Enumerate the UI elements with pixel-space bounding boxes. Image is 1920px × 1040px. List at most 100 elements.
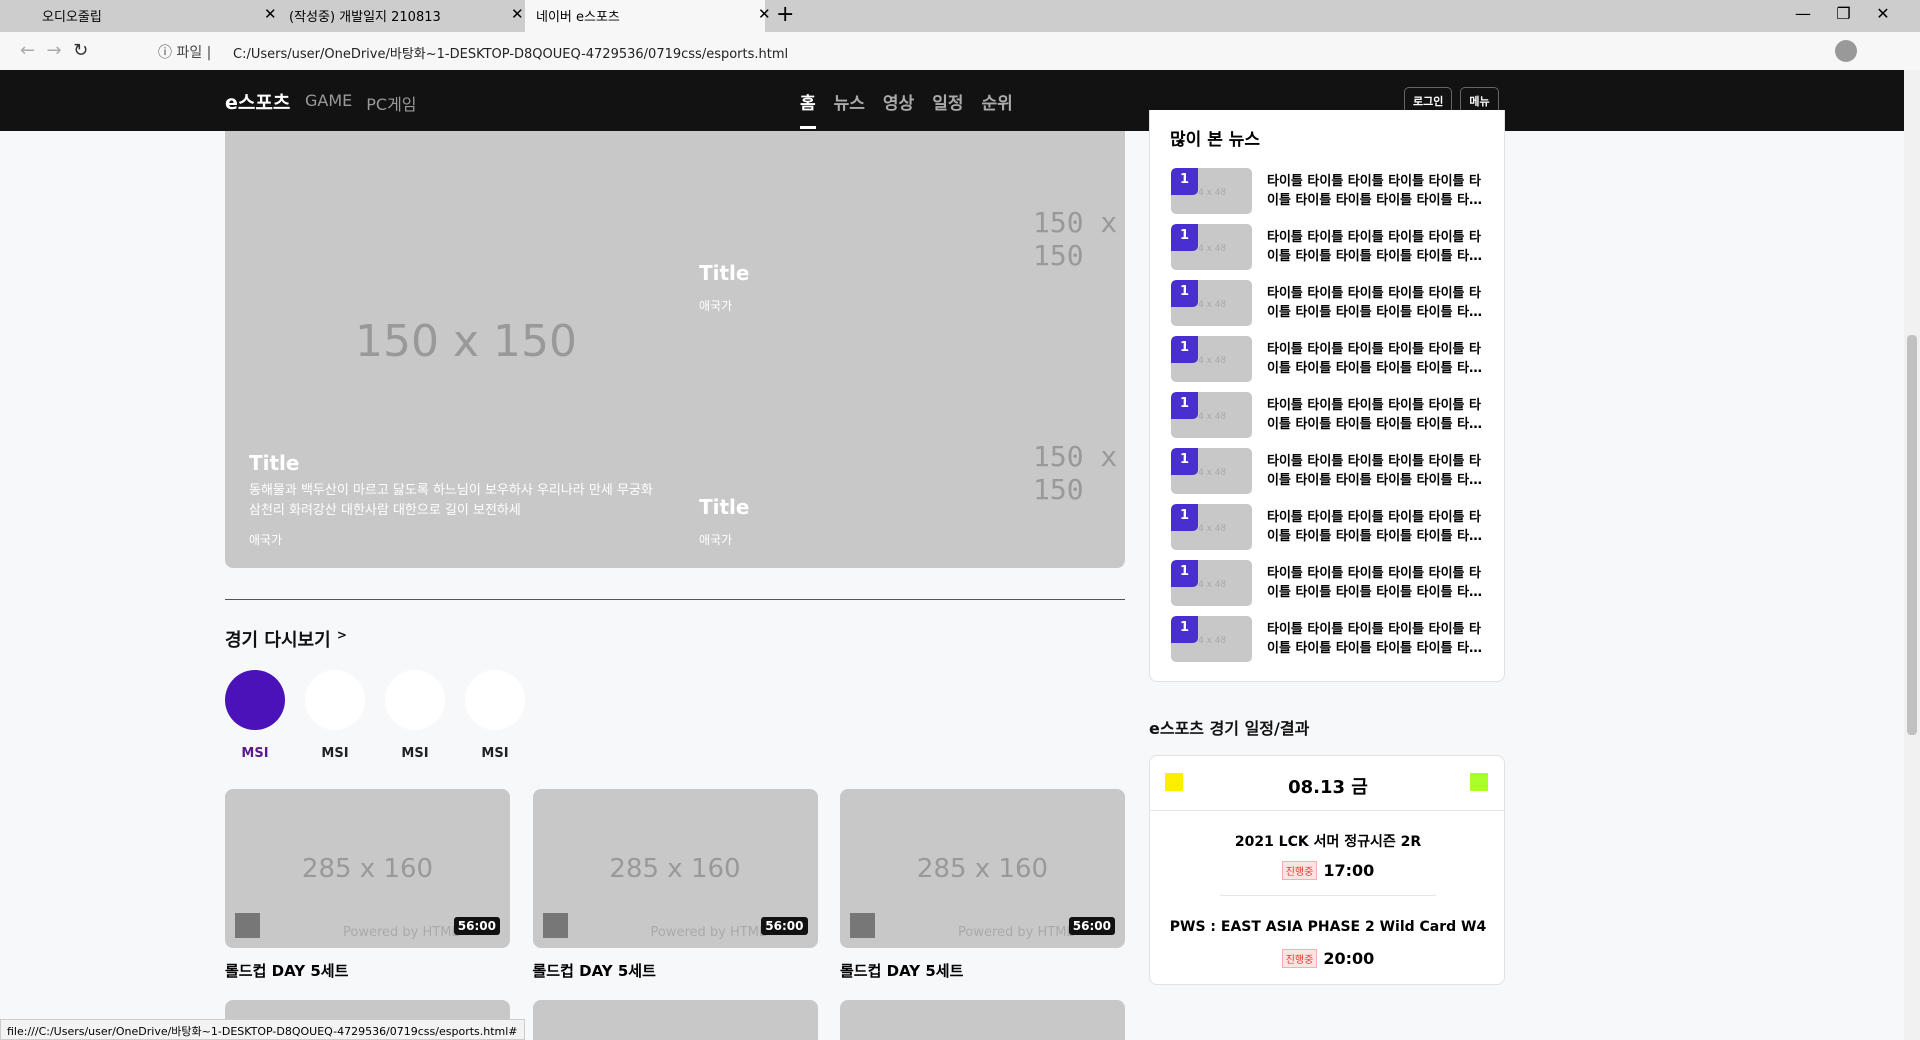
window-controls[interactable]: — ❐ ✕	[1795, 4, 1890, 23]
tab[interactable]: 네이버 e스포츠	[536, 6, 756, 25]
tab-title: (작성중) 개발일지 210813	[289, 10, 441, 25]
scroll-thumb[interactable]	[1907, 335, 1917, 735]
replay-heading[interactable]: 경기 다시보기 >	[225, 626, 347, 652]
team-icon	[1165, 773, 1183, 791]
hero-side-title[interactable]: Title	[699, 261, 750, 285]
news-title[interactable]: 타이틀 타이틀 타이틀 타이틀 타이틀 타이틀 타이틀 타이틀 타이틀 타이틀 …	[1267, 174, 1481, 208]
tab-close[interactable]: ✕	[758, 5, 771, 23]
news-thumb-text: 4 x 48	[1198, 580, 1227, 590]
league-icon[interactable]	[225, 670, 285, 730]
news-title[interactable]: 타이틀 타이틀 타이틀 타이틀 타이틀 타이틀 타이틀 타이틀 타이틀 타이틀 …	[1267, 342, 1481, 376]
video-card[interactable]: 285 x 160 Powered by HTML 56:00	[532, 789, 818, 948]
match-row: 진행중 20:00	[1150, 949, 1506, 968]
video-icon	[850, 913, 875, 938]
video-image-text: 285 x 160	[301, 854, 434, 884]
tab-bar: + — ❐ ✕ 오디오줄립 ✕ (작성중) 개발일지 210813 ✕ 네이버 e스포츠…	[0, 0, 1920, 32]
video-watermark: Powered by HTML	[958, 925, 1074, 940]
video-watermark: Powered by HTML	[650, 925, 767, 940]
scrollbar[interactable]	[1904, 70, 1920, 1040]
news-thumb-text: 4 x 48	[1198, 636, 1227, 646]
news-title[interactable]: 타이틀 타이틀 타이틀 타이틀 타이틀 타이틀 타이틀 타이틀 타이틀 타이틀 …	[1267, 622, 1481, 656]
nav-menu-item[interactable]: 순위	[981, 94, 1013, 114]
news-rank: 1	[1171, 336, 1198, 363]
profile[interactable]	[1835, 40, 1857, 62]
league-icon[interactable]	[385, 670, 445, 730]
news-rank: 1	[1171, 560, 1198, 587]
nav-buttons[interactable]: ← → ↻	[20, 40, 89, 61]
league-label[interactable]: MSI	[241, 746, 269, 761]
nav-link[interactable]: PC게임	[366, 95, 417, 114]
hero-side-title[interactable]: Title	[699, 495, 750, 519]
url[interactable]: C:/Users/user/OneDrive/바탕화~1-DESKTOP-D8Q…	[233, 47, 789, 62]
hero-title: Title	[249, 451, 300, 475]
news-title[interactable]: 타이틀 타이틀 타이틀 타이틀 타이틀 타이틀 타이틀 타이틀 타이틀 타이틀 …	[1267, 566, 1481, 600]
news-thumb-text: 4 x 48	[1198, 468, 1227, 478]
hero-author: 애국가	[249, 533, 283, 547]
address-label: ⓘ 파일 |	[158, 45, 212, 61]
news-rank: 1	[1171, 224, 1198, 251]
league-icon[interactable]	[305, 670, 365, 730]
nav-menu-item[interactable]: 뉴스	[833, 94, 865, 114]
nav-menu-item[interactable]: 일정	[932, 94, 964, 114]
league-label[interactable]: MSI	[401, 746, 429, 761]
news-title[interactable]: 타이틀 타이틀 타이틀 타이틀 타이틀 타이틀 타이틀 타이틀 타이틀 타이틀 …	[1267, 286, 1481, 320]
match-row: 진행중 17:00	[1150, 861, 1506, 880]
news-rank: 1	[1171, 168, 1198, 195]
hero-side-author: 애국가	[699, 299, 733, 313]
active-tab-bg	[525, 0, 765, 32]
league-icon[interactable]	[465, 670, 525, 730]
new-tab[interactable]: +	[776, 2, 795, 27]
video-duration: 56:00	[1068, 917, 1115, 935]
divider	[225, 599, 1125, 600]
tab[interactable]: (작성중) 개발일지 210813	[289, 6, 509, 25]
video-icon	[542, 913, 568, 938]
nav-menu-item[interactable]: 홈	[800, 89, 816, 129]
news-thumb-text: 4 x 48	[1198, 412, 1227, 422]
tab-title: 오디오줄립	[42, 10, 102, 25]
video-title[interactable]: 롤드컵 DAY 5세트	[840, 962, 964, 980]
schedule-box: 08.13 금 2021 LCK 서머 정규시즌 2R 진행중 17:00 PWS :…	[1149, 755, 1506, 985]
news-title[interactable]: 타이틀 타이틀 타이틀 타이틀 타이틀 타이틀 타이틀 타이틀 타이틀 타이틀 …	[1267, 398, 1481, 432]
video-thumb	[840, 1000, 1125, 1040]
video-image-text: 285 x 160	[916, 854, 1049, 884]
nav-links: GAME PC게임	[305, 91, 417, 115]
match-name[interactable]: PWS : EAST ASIA PHASE 2 Wild Card W4	[1169, 919, 1487, 935]
news-title[interactable]: 타이틀 타이틀 타이틀 타이틀 타이틀 타이틀 타이틀 타이틀 타이틀 타이틀 …	[1267, 230, 1481, 264]
news-thumb-text: 4 x 48	[1198, 244, 1227, 254]
nav-menu-item[interactable]: 영상	[882, 94, 915, 114]
tab-close[interactable]: ✕	[264, 5, 277, 23]
hero-image-text: 150 x 150	[355, 316, 577, 367]
video-card[interactable]: 285 x 160 Powered by HTML 56:00	[840, 789, 1125, 948]
video-title[interactable]: 롤드컵 DAY 5세트	[532, 962, 656, 980]
match-name[interactable]: 2021 LCK 서머 정규시즌 2R	[1234, 834, 1422, 850]
news-rank: 1	[1171, 392, 1198, 419]
news-title[interactable]: 타이틀 타이틀 타이틀 타이틀 타이틀 타이틀 타이틀 타이틀 타이틀 타이틀 …	[1267, 454, 1481, 488]
news-thumb-text: 4 x 48	[1198, 188, 1227, 198]
tab[interactable]: 오디오줄립	[42, 6, 262, 25]
video-title[interactable]: 롤드컵 DAY 5세트	[225, 962, 349, 980]
divider	[1150, 810, 1506, 811]
nav-link[interactable]: GAME	[305, 91, 353, 110]
video-thumb	[533, 1000, 818, 1040]
logo[interactable]: e스포츠	[225, 92, 291, 114]
league-label[interactable]: MSI	[321, 746, 349, 761]
video-icon	[235, 913, 260, 938]
news-title[interactable]: 타이틀 타이틀 타이틀 타이틀 타이틀 타이틀 타이틀 타이틀 타이틀 타이틀 …	[1267, 510, 1481, 544]
video-card[interactable]: 285 x 160 Powered by HTML 56:00	[225, 789, 510, 948]
tab-close[interactable]: ✕	[511, 5, 524, 23]
news-thumb-text: 4 x 48	[1198, 356, 1227, 366]
league-label[interactable]: MSI	[481, 746, 509, 761]
news-heading: 많이 본 뉴스	[1170, 130, 1261, 150]
schedule-date: 08.13 금	[1288, 777, 1368, 798]
